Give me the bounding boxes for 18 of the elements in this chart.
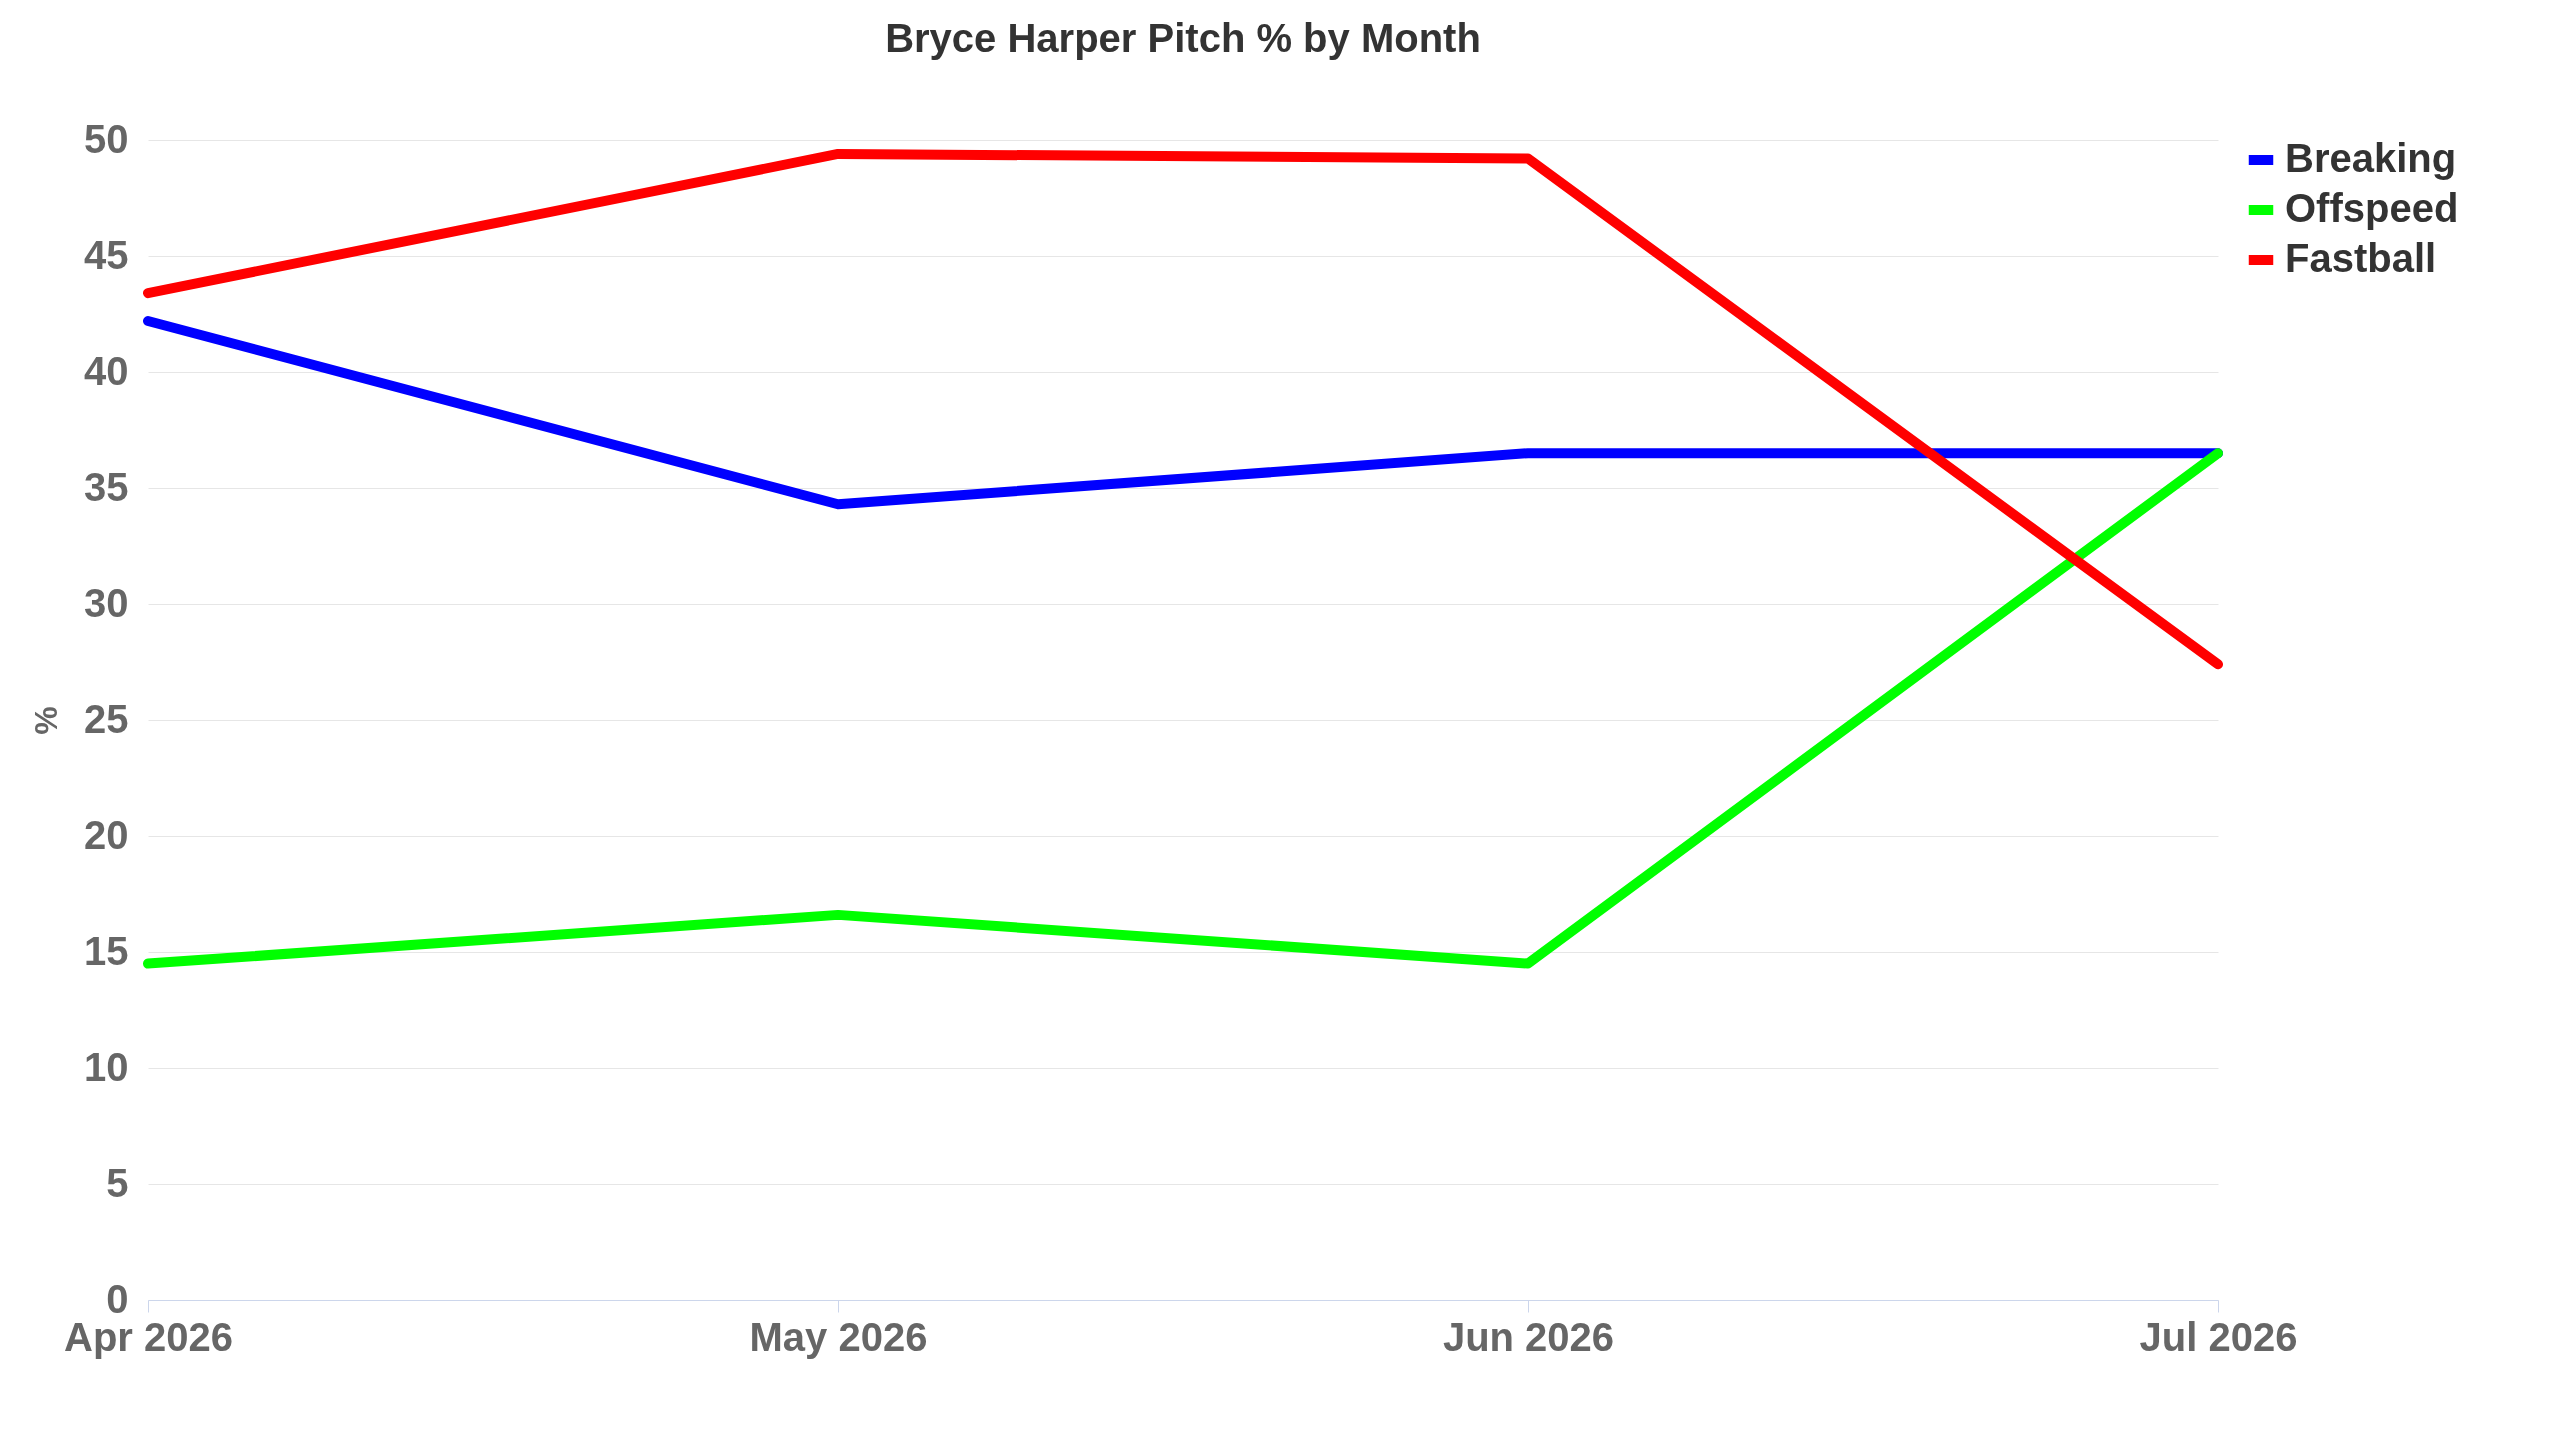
- y-tick-label: 5: [106, 1160, 129, 1205]
- y-tick-label: 45: [84, 232, 129, 277]
- y-tick-label: 25: [84, 696, 129, 741]
- chart-title: Bryce Harper Pitch % by Month: [885, 16, 1481, 60]
- y-tick-label: 15: [84, 928, 129, 973]
- y-tick-label: 40: [84, 348, 129, 393]
- x-tick-label: May 2026: [749, 1314, 928, 1359]
- x-tick-label: Jun 2026: [1442, 1314, 1615, 1359]
- y-tick-label: 20: [84, 812, 129, 857]
- y-tick-label: 10: [84, 1044, 129, 1089]
- legend-label: Offspeed: [2285, 186, 2459, 230]
- x-tick-label: Jul 2026: [2139, 1314, 2298, 1359]
- y-tick-label: 50: [84, 116, 129, 161]
- legend-label: Breaking: [2285, 136, 2457, 180]
- legend-label: Fastball: [2285, 236, 2437, 280]
- y-tick-label: 30: [84, 580, 129, 625]
- y-axis-title: %: [28, 706, 65, 735]
- y-tick-label: 35: [84, 464, 129, 509]
